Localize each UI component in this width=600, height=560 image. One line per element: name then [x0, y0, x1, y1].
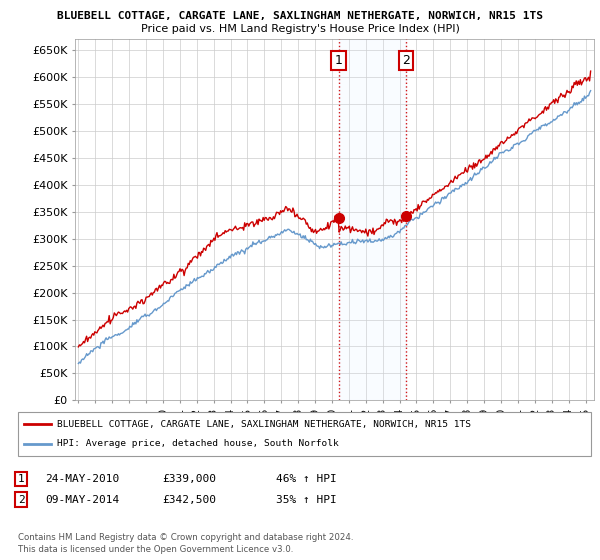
Text: 1: 1	[335, 54, 343, 67]
Text: HPI: Average price, detached house, South Norfolk: HPI: Average price, detached house, Sout…	[57, 440, 339, 449]
Text: 46% ↑ HPI: 46% ↑ HPI	[276, 474, 337, 484]
Text: Price paid vs. HM Land Registry's House Price Index (HPI): Price paid vs. HM Land Registry's House …	[140, 24, 460, 34]
Text: £342,500: £342,500	[162, 494, 216, 505]
Text: 2: 2	[17, 494, 25, 505]
Text: 24-MAY-2010: 24-MAY-2010	[45, 474, 119, 484]
Text: 35% ↑ HPI: 35% ↑ HPI	[276, 494, 337, 505]
Text: 2: 2	[402, 54, 410, 67]
Bar	[338, 39, 406, 400]
Text: 09-MAY-2014: 09-MAY-2014	[45, 494, 119, 505]
Text: This data is licensed under the Open Government Licence v3.0.: This data is licensed under the Open Gov…	[18, 545, 293, 554]
Text: Contains HM Land Registry data © Crown copyright and database right 2024.: Contains HM Land Registry data © Crown c…	[18, 533, 353, 542]
Text: BLUEBELL COTTAGE, CARGATE LANE, SAXLINGHAM NETHERGATE, NORWICH, NR15 1TS: BLUEBELL COTTAGE, CARGATE LANE, SAXLINGH…	[57, 11, 543, 21]
Text: 1: 1	[17, 474, 25, 484]
Text: BLUEBELL COTTAGE, CARGATE LANE, SAXLINGHAM NETHERGATE, NORWICH, NR15 1TS: BLUEBELL COTTAGE, CARGATE LANE, SAXLINGH…	[57, 419, 471, 428]
Text: £339,000: £339,000	[162, 474, 216, 484]
